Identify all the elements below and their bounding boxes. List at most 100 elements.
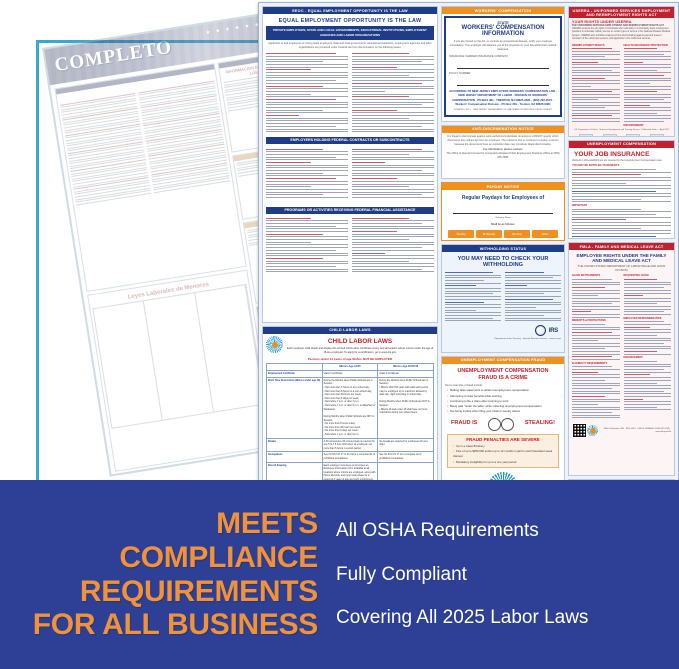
- payday-option-monthly[interactable]: Monthly: [504, 229, 530, 238]
- section-withholding: WITHHOLDING STATUS YOU MAY NEED TO CHECK…: [441, 244, 565, 353]
- section-eeoc: EEOC - EQUAL EMPLOYMENT OPPORTUNITY IS T…: [262, 6, 438, 323]
- eeoc-column-right: [352, 52, 434, 134]
- child-labor-title: CHILD LABOR LAWS: [327, 338, 393, 346]
- fraud-slogan-left: FRAUD IS: [451, 420, 478, 427]
- section-anti-discrimination-bar: ANTI-DISCRIMINATION NOTICE: [442, 125, 564, 133]
- promo-bullet-1: Fully Compliant: [336, 563, 467, 585]
- section-workers-comp-bar: WORKERS' COMPENSATION: [442, 7, 564, 15]
- agency-logo-osc: OSC: [626, 133, 641, 136]
- promo-bullets: All OSHA Requirements Fully Compliant Cove…: [336, 519, 661, 630]
- workers-comp-field-carrier: INSURANCE CARRIER (INSURANCE COMPANY): [449, 54, 509, 58]
- payday-company-input[interactable]: [453, 207, 553, 215]
- col-head-minors-16-18: Minors Age 16/17/18: [377, 363, 434, 372]
- fmla-head-4: EMPLOYER RESPONSIBILITIES: [623, 316, 662, 320]
- section-unemployment: UNEMPLOYMENT COMPENSATION YOUR JOB INSUR…: [568, 139, 675, 240]
- poster-left-column: EEOC - EQUAL EMPLOYMENT OPPORTUNITY IS T…: [262, 6, 438, 480]
- userra-health-head: HEALTH INSURANCE PROTECTION: [623, 43, 668, 47]
- agency-logo-esgr: ESGR: [650, 133, 665, 136]
- state-seal-icon: [266, 336, 283, 354]
- anti-discrimination-contact: The Office of Special Counsel for Immigr…: [446, 152, 560, 160]
- section-uc-fraud-bar: UNEMPLOYMENT COMPENSATION FRAUD: [442, 356, 564, 364]
- fmla-head-1: BENEFITS & PROTECTIONS: [572, 319, 606, 323]
- payday-when-label: Shall be as follows:: [490, 222, 516, 226]
- section-userra: USERRA - UNIFORMED SERVICES EMPLOYMENT A…: [568, 6, 675, 137]
- fraud-slogan: FRAUD IS STEALING!: [445, 415, 561, 432]
- section-eeoc-intro: Applicants to and employees of most priv…: [268, 41, 432, 49]
- poster-body: EEOC - EQUAL EMPLOYMENT OPPORTUNITY IS T…: [259, 3, 678, 480]
- section-workers-comp: WORKERS' COMPENSATION STATE WORKERS' COM…: [441, 6, 565, 122]
- irs-logo: IRS: [445, 323, 561, 338]
- uc-fraud-lead: Some examples of fraud include:: [445, 384, 483, 388]
- section-payday: PAYDAY NOTICE Regular Paydays for Employ…: [441, 182, 565, 242]
- userra-agency-logos: VETS DOL OSC ESGR: [572, 132, 671, 136]
- payday-title: Regular Paydays for Employees of: [461, 195, 545, 202]
- qr-code-icon[interactable]: [572, 423, 587, 439]
- promo-headline-line-0: MEETS COMPLIANCE: [119, 507, 318, 574]
- fraud-slogan-right: STEALING!: [524, 420, 555, 427]
- section-child-labor: CHILD LABOR LAWS CHILD LABOR LAWS Each e…: [262, 325, 438, 480]
- child-labor-table: Minors Age 14/15 Minors Age 16/17/18 Emp…: [266, 363, 434, 480]
- section-fmla: FMLA - FAMILY AND MEDICAL LEAVE ACT EMPL…: [568, 242, 675, 477]
- poster-middle-column: WORKERS' COMPENSATION STATE WORKERS' COM…: [441, 6, 565, 480]
- payday-option-other[interactable]: Other: [532, 229, 558, 238]
- userra-enforcement-head: ENFORCEMENT: [623, 123, 644, 127]
- section-payday-bar: PAYDAY NOTICE: [442, 183, 564, 191]
- irs-label: IRS: [548, 327, 558, 334]
- eeoc-column-left: [266, 52, 348, 134]
- section-uc-fraud: UNEMPLOYMENT COMPENSATION FRAUD UNEMPLOY…: [441, 355, 565, 480]
- section-osha: OSHA - THE OCCUPATIONAL SAFETY AND HEALT…: [568, 479, 675, 480]
- workers-comp-carrier-input[interactable]: [457, 62, 549, 69]
- cell-label: Record Keeping: [266, 461, 323, 480]
- section-unemployment-bar: UNEMPLOYMENT COMPENSATION: [569, 140, 674, 148]
- col-head-blank: [266, 363, 323, 372]
- penalty-bullet-2: Mandatory ineligibility for up to a one …: [453, 460, 553, 465]
- cell-minors-14-15: Each employer must keep on premises an E…: [321, 461, 379, 480]
- table-header-row: Minors Age 14/15 Minors Age 16/17/18: [266, 363, 434, 372]
- cell-minors-16-18: Class II Certificate: [377, 370, 434, 378]
- userra-footer: U.S. Department of Labor · Veterans' Emp…: [573, 128, 670, 131]
- promo-headline: MEETS COMPLIANCE REQUIREMENTS FOR ALL BUSI…: [18, 507, 319, 642]
- userra-subtitle: THE UNIFORMED SERVICES EMPLOYMENT AND RE…: [572, 24, 664, 28]
- payday-company-label: Company Name: [495, 217, 511, 220]
- fmla-footer: WHD Publication 1420 · REV 04/16 · 1-866…: [603, 427, 671, 433]
- fraud-penalties-title: FRAUD PENALTIES ARE SEVERE: [466, 436, 540, 442]
- uc-fraud-bullets: Making false statements to obtain unempl…: [445, 388, 561, 415]
- userra-reemployment-head: REEMPLOYMENT RIGHTS: [572, 43, 605, 47]
- cell-minors-14-15: See NJ 34:2-21.17 to 21.19 for a complet…: [321, 451, 379, 463]
- unemployment-head-1: YOU MAY BE ENTITLED TO BENEFITS: [572, 164, 620, 168]
- table-row: Record Keeping Each employer must keep on…: [266, 461, 434, 480]
- table-row: Breaks A 30 consecutive 30 minute break i…: [266, 437, 434, 453]
- cell-minors-16-18: See NJ 34:2-21.17 for a complete list of…: [377, 451, 434, 463]
- payday-options[interactable]: Weekly Bi-Weekly Monthly Other: [445, 227, 561, 240]
- section-eeoc-title: EQUAL EMPLOYMENT OPPORTUNITY IS THE LAW: [278, 18, 422, 25]
- penalty-bullet-0: Up to a Class B Felony: [453, 444, 553, 449]
- withholding-title: YOU MAY NEED TO CHECK YOUR WITHHOLDING: [457, 256, 549, 269]
- fraud-bullet-3: Being paid "under the table" while colle…: [447, 404, 559, 409]
- cell-label: Breaks: [266, 437, 323, 453]
- uc-fraud-title-line1: UNEMPLOYMENT COMPENSATION: [457, 367, 549, 374]
- irs-sub: Department of the Treasury · Internal Re…: [494, 338, 561, 340]
- fraud-bullet-0: Making false statements to obtain unempl…: [447, 388, 559, 393]
- workers-comp-policy-input[interactable]: [457, 79, 549, 86]
- payday-option-weekly[interactable]: Weekly: [448, 229, 474, 238]
- state-sunburst-seal-icon: [488, 472, 518, 480]
- table-row: Occupations See NJ 34:2-21.17 to 21.19 fo…: [266, 451, 434, 463]
- irs-globe-icon: [534, 325, 546, 336]
- child-labor-intro: Each employer shall obtain and display t…: [286, 347, 434, 355]
- workers-comp-footer: FORM NO. WC-1 · NEW JERSEY DEPARTMENT OF…: [454, 108, 552, 111]
- promo-bullet-0: All OSHA Requirements: [336, 519, 539, 541]
- labor-law-poster[interactable]: COMPLETE ★ ★ ★ ★ ★ ★ ★ ★ ★ ★ ★ ★ 🦅 LABOR…: [258, 2, 679, 480]
- unemployment-title: YOUR JOB INSURANCE: [574, 150, 650, 158]
- promo-headline-line-2: FOR ALL BUSINESS: [32, 608, 319, 642]
- uc-fraud-title-line2: FRAUD IS A CRIME: [478, 375, 528, 382]
- marketing-banner: MEETS COMPLIANCE REQUIREMENTS FOR ALL BUSI…: [0, 480, 679, 669]
- penalty-bullet-1: Fine of up to $250,000 and/or up to 12 m…: [453, 449, 553, 460]
- fmla-head-2: ELIGIBILITY REQUIREMENTS: [572, 361, 608, 365]
- cell-label: Employment Certificate: [266, 370, 323, 378]
- payday-option-bi-weekly[interactable]: Bi-Weekly: [476, 229, 502, 238]
- fraud-penalty-bullets: Up to a Class B FelonyFine of up to $250…: [451, 444, 555, 465]
- unemployment-head-2: IMPORTANT: [572, 204, 588, 208]
- workers-comp-intro: If you are injured on the job, or contra…: [449, 40, 557, 51]
- userra-title: YOUR RIGHTS UNDER USERRA: [572, 20, 632, 25]
- fmla-head-5: ENFORCEMENT: [623, 356, 643, 360]
